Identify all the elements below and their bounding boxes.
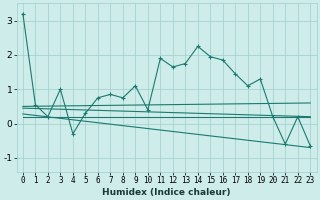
X-axis label: Humidex (Indice chaleur): Humidex (Indice chaleur) xyxy=(102,188,231,197)
